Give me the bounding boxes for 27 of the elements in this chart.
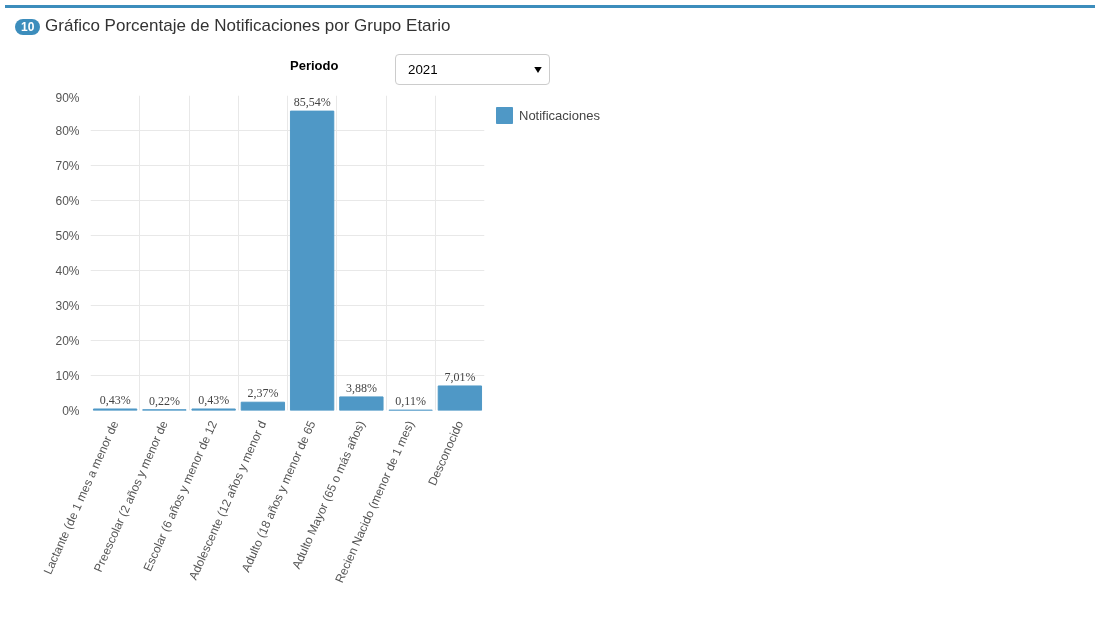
bar [289,111,335,411]
bar [240,402,286,411]
data-label: 3,88% [345,381,377,396]
legend-label: Notificaciones [519,107,600,123]
text: 2021 [395,54,550,86]
data-label: 0,43% [198,393,230,408]
y-tick-label: 40% [55,263,80,278]
data-label: 7,01% [444,370,476,385]
y-tick-label: 30% [55,298,80,313]
y-tick-label: 60% [55,193,80,208]
bar [437,385,483,411]
y-tick-label: 90% [55,90,80,105]
chart-title: Gráfico Porcentaje de Notificaciones por Grupo Etario [45,16,451,35]
data-label: 2,37% [247,386,279,401]
y-tick-label: 80% [55,123,80,138]
y-tick-label: 10% [55,368,80,383]
data-label: 0,22% [148,394,180,409]
y-tick-label: 50% [55,228,80,243]
data-label: 0,43% [99,393,131,408]
y-tick-label: 0% [62,403,80,418]
data-label: 85,54% [293,95,331,110]
y-tick-label: 20% [55,333,80,348]
y-tick-label: 70% [55,158,80,173]
data-label: 0,11% [395,394,426,409]
text: 10 [15,19,41,35]
text: Periodo [290,58,339,74]
bar [339,396,384,411]
